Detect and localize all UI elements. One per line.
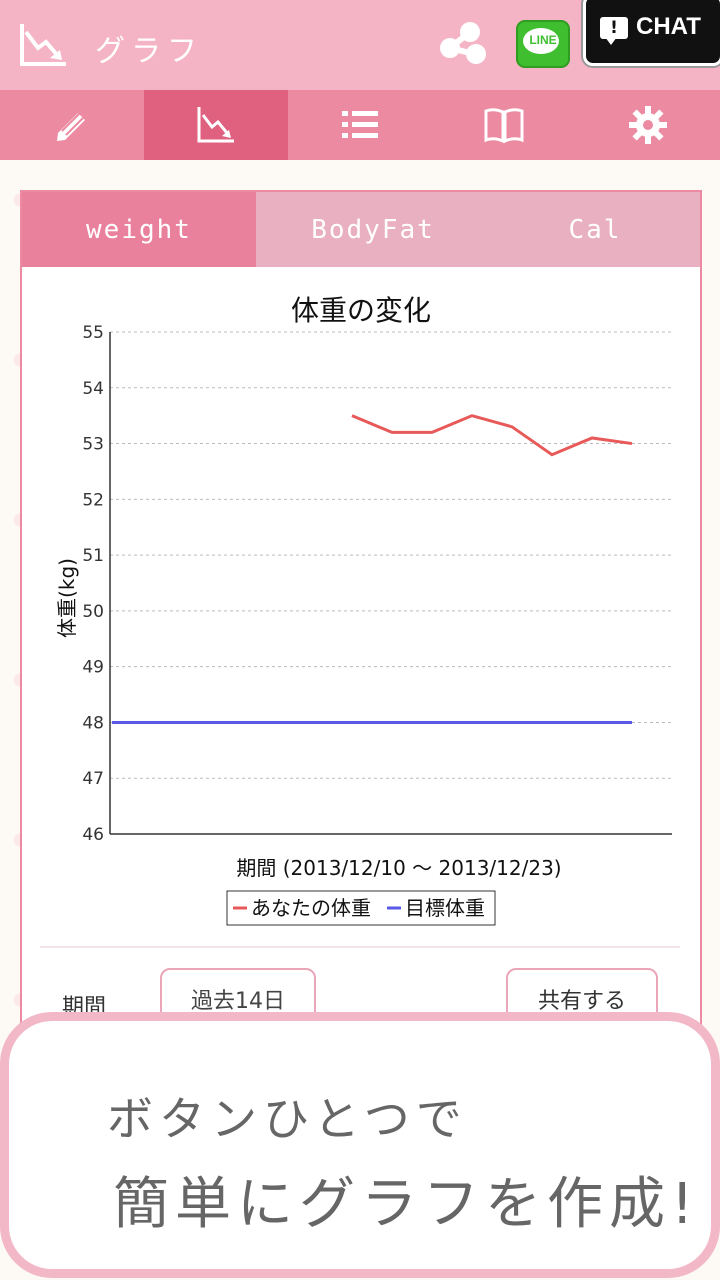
- y-tick-label: 50: [82, 602, 104, 622]
- chart-down-icon: [197, 107, 234, 143]
- promo-line-2: 簡単にグラフを作成!: [113, 1172, 700, 1237]
- main-nav: [0, 90, 720, 160]
- chat-label: CHAT: [636, 13, 701, 40]
- nav-item-list[interactable]: [288, 90, 432, 160]
- chart-title: 体重の変化: [290, 294, 431, 327]
- nav-item-graph[interactable]: [144, 90, 288, 160]
- legend-box: [226, 890, 496, 926]
- y-tick-label: 51: [82, 546, 104, 566]
- y-tick-label: 48: [82, 713, 104, 733]
- legend-label: 目標体重: [405, 896, 485, 920]
- screen-title: グラフ: [95, 34, 203, 69]
- chat-bubble-icon: !: [600, 17, 628, 45]
- y-tick-label: 53: [82, 435, 104, 455]
- y-tick-label: 55: [82, 323, 104, 343]
- chart-area: 体重の変化 55 54 53 52 51 50 49 48 47 46 体重(kg) 期間 (2013…: [22, 267, 700, 947]
- y-tick-label: 46: [82, 825, 104, 845]
- nav-item-settings[interactable]: [576, 90, 720, 160]
- list-icon: [342, 111, 378, 138]
- line-app-icon[interactable]: LINE: [516, 20, 570, 68]
- chat-button[interactable]: ! CHAT: [583, 0, 720, 66]
- gear-icon: [629, 106, 667, 144]
- y-axis-label: 体重(kg): [55, 558, 79, 638]
- y-tick-label: 49: [82, 658, 104, 678]
- weight-chart: 55 54 53 52 51 50 49 48 47 46 体重(kg) 期間 (2013/12/10…: [55, 323, 672, 926]
- y-tick-label: 54: [82, 379, 104, 399]
- tab-bodyfat[interactable]: BodyFat: [256, 192, 490, 267]
- y-tick-label: 47: [82, 769, 104, 789]
- chart-down-icon: [20, 24, 66, 66]
- series-line-weight: [351, 414, 633, 457]
- nav-item-record[interactable]: [0, 90, 144, 160]
- tab-weight[interactable]: weight: [22, 192, 256, 267]
- promo-line-1: ボタンひとつで: [107, 1092, 468, 1146]
- x-axis-label: 期間 (2013/12/10 〜 2013/12/23): [236, 856, 561, 880]
- promo-banner: ボタンひとつで 簡単にグラフを作成!: [0, 1012, 720, 1278]
- nav-item-diary[interactable]: [432, 90, 576, 160]
- legend-label: あなたの体重: [251, 896, 371, 920]
- pencil-icon: [57, 112, 85, 141]
- graph-card: weight BodyFat Cal 体重の変化 55 54 53 52 51 50 49 4…: [20, 190, 702, 1054]
- share-icon[interactable]: [436, 20, 488, 70]
- line-bubble: [523, 28, 559, 54]
- y-tick-label: 52: [82, 490, 104, 510]
- top-app-bar: グラフ LINE ! CHAT: [0, 0, 720, 90]
- divider: [40, 946, 680, 948]
- metric-tabs: weight BodyFat Cal: [22, 192, 700, 267]
- tab-cal[interactable]: Cal: [490, 192, 700, 267]
- line-label: LINE: [529, 33, 557, 47]
- book-icon: [484, 108, 524, 144]
